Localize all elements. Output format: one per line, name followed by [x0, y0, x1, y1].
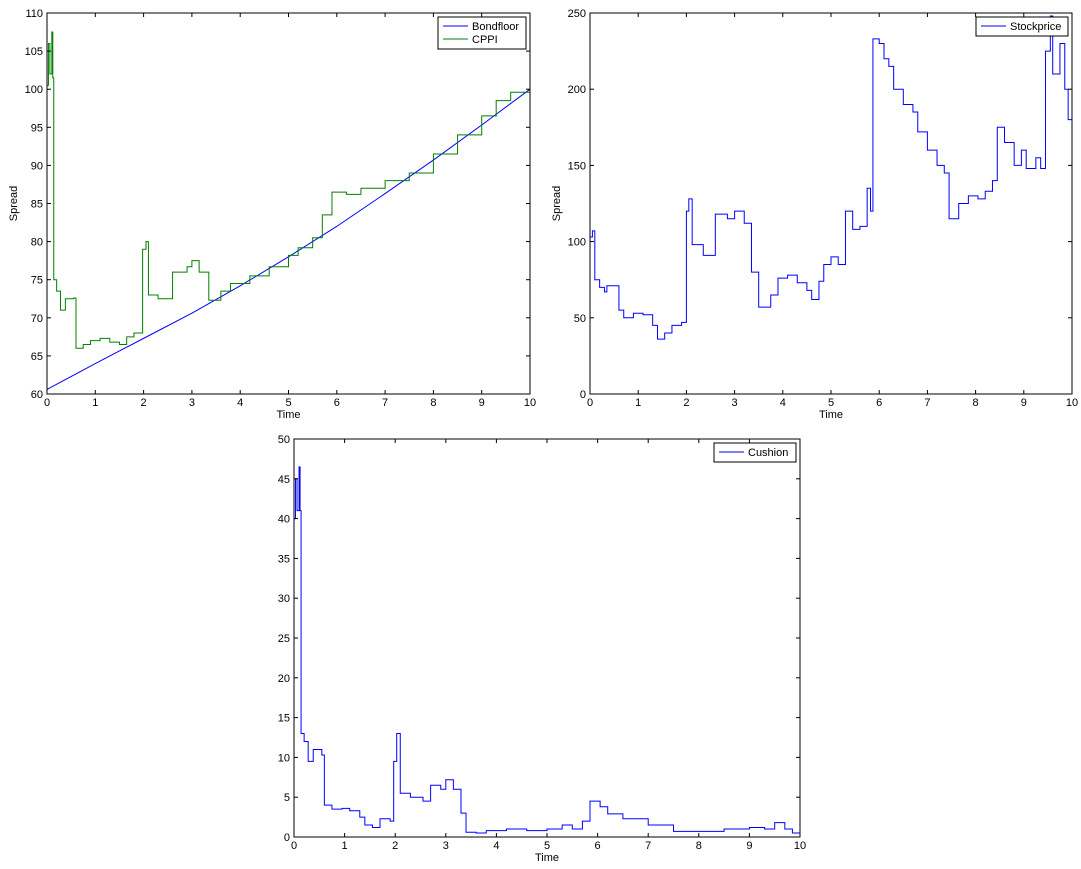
y-tick-label: 105 — [25, 46, 43, 58]
x-tick-label: 7 — [924, 397, 930, 409]
y-tick-label: 200 — [568, 84, 586, 96]
y-tick-label: 150 — [568, 160, 586, 172]
x-tick-label: 4 — [493, 840, 499, 852]
x-tick-label: 4 — [237, 397, 243, 409]
y-tick-label: 250 — [568, 8, 586, 20]
x-tick-label: 3 — [189, 397, 195, 409]
legend-box — [713, 442, 797, 463]
x-tick-label: 0 — [44, 397, 50, 409]
y-tick-label: 50 — [574, 313, 586, 325]
y-tick-label: 30 — [278, 593, 290, 605]
legend-label: Stockprice — [1010, 21, 1061, 33]
x-tick-label: 1 — [92, 397, 98, 409]
x-tick-label: 10 — [1066, 397, 1078, 409]
y-tick-label: 0 — [284, 832, 290, 844]
x-tick-label: 0 — [587, 397, 593, 409]
chart-3: 0 1 2 3 4 5 6 7 8 9 1005101520253035404550TimeCush… — [278, 434, 806, 864]
y-tick-label: 0 — [580, 389, 586, 401]
x-tick-label: 6 — [595, 840, 601, 852]
x-tick-label: 9 — [1021, 397, 1027, 409]
y-tick-label: 100 — [25, 84, 43, 96]
x-tick-label: 2 — [683, 397, 689, 409]
x-tick-label: 8 — [696, 840, 702, 852]
series-line-cushion — [294, 466, 800, 836]
x-tick-label: 5 — [828, 397, 834, 409]
x-tick-label: 2 — [141, 397, 147, 409]
y-axis-label: Spread — [551, 186, 563, 221]
y-tick-label: 40 — [278, 514, 290, 526]
x-tick-label: 8 — [430, 397, 436, 409]
y-tick-label: 35 — [278, 553, 290, 565]
y-tick-label: 10 — [278, 752, 290, 764]
x-tick-label: 2 — [392, 840, 398, 852]
y-tick-label: 110 — [25, 8, 43, 20]
x-tick-label: 7 — [382, 397, 388, 409]
plot-frame — [589, 12, 1073, 395]
y-tick-label: 15 — [278, 713, 290, 725]
x-tick-label: 1 — [342, 840, 348, 852]
x-tick-label: 9 — [479, 397, 485, 409]
y-tick-label: 5 — [284, 792, 290, 804]
y-tick-label: 25 — [278, 633, 290, 645]
legend-label: CPPI — [472, 34, 498, 46]
legend-box — [975, 16, 1069, 37]
legend-box — [437, 16, 527, 50]
x-tick-label: 4 — [780, 397, 786, 409]
series-line-stockprice — [590, 15, 1072, 340]
x-tick-label: 9 — [746, 840, 752, 852]
y-tick-label: 20 — [278, 673, 290, 685]
y-tick-label: 100 — [568, 237, 586, 249]
y-tick-label: 70 — [31, 313, 43, 325]
chart-1: 0 1 2 3 4 5 6 7 8 9 10 60 65 70 75 80 85 90 95 100 105 110 Tim… — [8, 8, 536, 421]
x-axis-label: Time — [819, 409, 843, 421]
plot-frame — [46, 12, 531, 395]
legend-label: Bondfloor — [472, 21, 519, 33]
y-tick-label: 95 — [31, 122, 43, 134]
y-axis-label: Spread — [8, 186, 20, 221]
x-tick-label: 7 — [645, 840, 651, 852]
y-tick-label: 85 — [31, 199, 43, 211]
x-tick-label: 3 — [732, 397, 738, 409]
x-tick-label: 6 — [876, 397, 882, 409]
x-tick-label: 8 — [973, 397, 979, 409]
legend-label: Cushion — [748, 447, 788, 459]
y-tick-label: 50 — [278, 434, 290, 446]
x-tick-label: 0 — [291, 840, 297, 852]
x-tick-label: 3 — [443, 840, 449, 852]
legend: Stockprice — [975, 16, 1069, 37]
y-tick-label: 65 — [31, 351, 43, 363]
x-tick-label: 5 — [285, 397, 291, 409]
series-line-cppi — [47, 31, 530, 349]
x-axis-label: Time — [276, 409, 300, 421]
x-tick-label: 10 — [794, 840, 806, 852]
chart-2: 0 1 2 3 4 5 6 7 8 9 10050100150200250TimeSpreadSto… — [551, 8, 1078, 421]
y-tick-label: 75 — [31, 275, 43, 287]
x-tick-label: 1 — [635, 397, 641, 409]
x-tick-label: 5 — [544, 840, 550, 852]
legend: Cushion — [713, 442, 797, 463]
y-tick-label: 60 — [31, 389, 43, 401]
y-tick-label: 90 — [31, 160, 43, 172]
x-axis-label: Time — [535, 852, 559, 864]
x-tick-label: 6 — [334, 397, 340, 409]
plot-frame — [293, 438, 801, 838]
x-tick-label: 10 — [524, 397, 536, 409]
y-tick-label: 45 — [278, 474, 290, 486]
y-tick-label: 80 — [31, 237, 43, 249]
